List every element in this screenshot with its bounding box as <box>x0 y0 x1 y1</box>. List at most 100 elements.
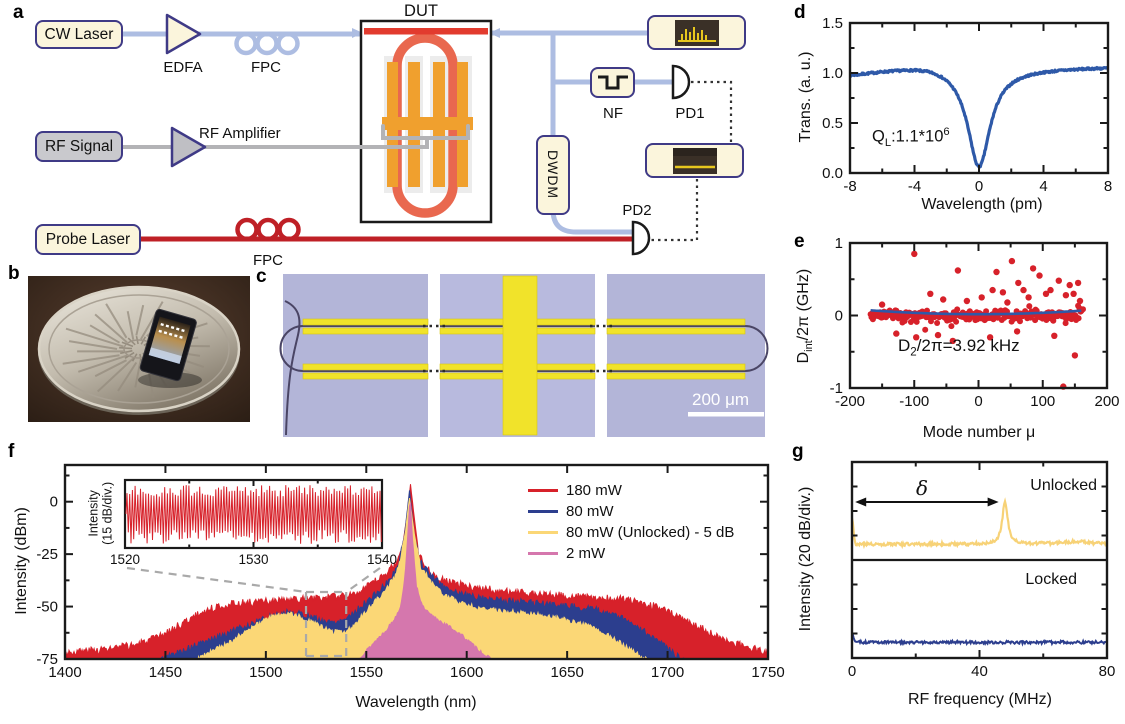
dut-label: DUT <box>404 2 438 20</box>
gold-electrodes <box>302 275 746 436</box>
pd2-label: PD2 <box>622 202 652 219</box>
x-tick-label: -4 <box>908 178 921 195</box>
electrical-dotted-lines <box>651 80 733 242</box>
x-tick-label: 200 <box>1094 393 1119 410</box>
d-y-axis-title: Trans. (a. u.) <box>797 51 814 143</box>
x-tick-label: 100 <box>1030 393 1055 410</box>
cw-laser-box: CW Laser <box>35 20 123 49</box>
x-tick-label: 1600 <box>450 664 483 681</box>
notch-filter-icon <box>597 75 628 90</box>
fpc-top-label: FPC <box>251 59 281 76</box>
axis-ticks: 0 40 80 <box>848 462 1116 680</box>
x-tick-label: 1650 <box>550 664 583 681</box>
inset-ticks: 1520 1530 1540 <box>110 480 397 567</box>
dwdm-label: DWDM <box>545 150 561 200</box>
probe-laser-box: Probe Laser <box>35 224 141 255</box>
locked-label: Locked <box>1025 571 1077 588</box>
axis-ticks: -200 -100 0 100 200 -1 0 1 <box>830 235 1120 410</box>
dispersion-fit-line <box>870 309 1082 316</box>
micrograph-backgrounds <box>283 274 765 437</box>
fpc-bottom-label: FPC <box>253 252 283 269</box>
trace-locked <box>851 632 1108 647</box>
panel-label-g: g <box>792 441 804 462</box>
dwdm-box: DWDM <box>536 135 570 215</box>
osa-box: OSA <box>647 15 746 50</box>
legend-item: 2 mW <box>528 543 734 564</box>
e-x-axis-title: Mode number μ <box>922 424 1036 441</box>
f-inset-y-axis-title: Intensity (15 dB/div.) <box>86 481 115 545</box>
rf-spectrum-chart: 0 40 80 <box>848 460 1116 680</box>
f-y-axis-title: Intensity (dBm) <box>13 507 30 615</box>
optical-spectrum-chart: 1400 1450 1500 1550 1600 1650 1700 1750 0 -25 -50 -… <box>36 463 785 681</box>
scale-bar <box>688 412 764 417</box>
transmission-trace <box>849 66 1109 169</box>
transmission-chart: -8 -4 0 4 8 0.0 0.5 1.0 1.5 <box>822 15 1112 195</box>
legend-item: 180 mW <box>528 480 734 501</box>
rf-feed-wire <box>203 124 470 149</box>
nf-box <box>590 67 635 98</box>
x-tick-label: 1550 <box>350 664 383 681</box>
panel-label-c: c <box>256 266 267 287</box>
esa-box: ESA <box>645 143 744 178</box>
spectrum-legend: 180 mW 80 mW 80 mW (Unlocked) - 5 dB 2 mW <box>528 480 734 564</box>
rf-signal-label: RF Signal <box>44 137 114 155</box>
legend-swatch <box>528 488 558 493</box>
unlocked-label: Unlocked <box>1030 477 1097 494</box>
q-factor-annotation: QL:1.1*106 <box>872 126 950 149</box>
x-tick-label: 1500 <box>249 664 282 681</box>
device-micrograph: 200 μm <box>279 274 769 437</box>
legend-swatch <box>528 530 558 535</box>
fpc-coils-bottom <box>235 217 301 242</box>
series-2-mw <box>357 502 492 659</box>
legend-label: 180 mW <box>566 482 622 499</box>
panel-label-f: f <box>8 441 15 462</box>
fiber-connector-right <box>489 28 500 38</box>
db-ticks <box>852 485 1107 635</box>
dispersion-scatter <box>867 250 1086 390</box>
plot-frame <box>848 21 1110 175</box>
x-tick-label: 1700 <box>651 664 684 681</box>
coin <box>37 285 241 413</box>
panel-label-e: e <box>794 231 805 252</box>
osa-screen-icon <box>674 19 719 46</box>
legend-label: 2 mW <box>566 545 606 562</box>
rf-amplifier-icon <box>170 126 207 168</box>
pd1-photodiode-icon <box>671 64 691 100</box>
axis-ticks: -8 -4 0 4 8 0.0 0.5 1.0 1.5 <box>822 15 1112 195</box>
delta-offset-label: δ <box>916 476 929 500</box>
y-tick-label: -1 <box>830 380 843 397</box>
g-x-axis-title: RF frequency (MHz) <box>907 691 1053 708</box>
waveguides <box>279 300 769 436</box>
plot-frame <box>63 463 770 661</box>
panel-label-b: b <box>8 263 20 284</box>
photonic-chip <box>139 308 197 382</box>
x-tick-label: 1750 <box>751 664 784 681</box>
legend-item: 80 mW (Unlocked) - 5 dB <box>528 522 734 543</box>
probe-laser-label: Probe Laser <box>45 230 131 248</box>
rf-traces <box>850 497 1108 647</box>
edfa-amplifier-icon <box>165 13 202 55</box>
rf-signal-box: RF Signal <box>35 131 123 162</box>
chip-shadow <box>138 372 202 388</box>
y-tick-label: 0.0 <box>822 165 843 182</box>
pd1-label: PD1 <box>675 105 705 122</box>
inset-x-tick-label: 1530 <box>238 552 268 567</box>
y-tick-label: 1.5 <box>822 15 843 32</box>
y-tick-label: 1.0 <box>822 65 843 82</box>
x-tick-label: -100 <box>899 393 929 410</box>
y-tick-label: -50 <box>36 599 58 616</box>
trace-unlocked <box>850 497 1108 550</box>
y-tick-label: 1 <box>835 235 843 252</box>
panel-a-schematic <box>123 13 733 256</box>
x-tick-label: -8 <box>843 178 856 195</box>
pd2-photodiode-icon <box>631 220 651 256</box>
x-tick-label: 40 <box>971 663 988 680</box>
legend-item: 80 mW <box>528 501 734 522</box>
e-y-axis-title: Dint/2π (GHz) <box>794 268 816 364</box>
x-tick-label: 0 <box>974 393 982 410</box>
bus-waveguide <box>364 28 488 35</box>
scale-bar-label: 200 μm <box>692 390 749 409</box>
legend-swatch <box>528 551 558 556</box>
x-tick-label: 80 <box>1099 663 1116 680</box>
y-tick-label: 0 <box>835 308 843 325</box>
